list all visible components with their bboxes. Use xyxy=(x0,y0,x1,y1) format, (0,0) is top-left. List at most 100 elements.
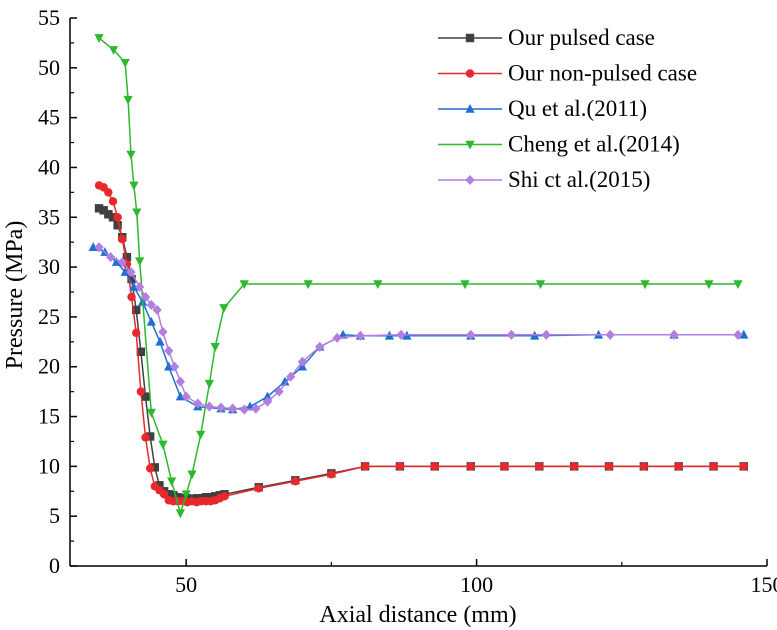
data-point xyxy=(111,257,122,266)
data-point xyxy=(274,386,284,397)
data-point xyxy=(145,432,155,441)
data-point xyxy=(113,213,122,222)
data-point xyxy=(193,398,203,409)
data-point xyxy=(535,462,544,471)
data-point xyxy=(108,213,118,222)
data-point xyxy=(118,234,127,244)
data-point xyxy=(187,470,197,480)
data-point xyxy=(262,396,273,407)
data-point xyxy=(155,481,164,490)
data-point xyxy=(122,252,132,262)
data-point xyxy=(466,462,475,471)
data-point xyxy=(605,329,615,340)
y-tick-label: 30 xyxy=(38,254,60,279)
legend-marker xyxy=(465,140,475,150)
series-1 xyxy=(94,204,748,504)
data-point xyxy=(141,392,150,401)
y-axis-label: Pressure (MPa) xyxy=(2,221,28,370)
data-point xyxy=(120,59,130,68)
data-point xyxy=(669,329,679,340)
series-4 xyxy=(94,34,743,519)
data-point xyxy=(108,197,118,206)
data-point xyxy=(94,242,104,253)
data-point xyxy=(674,462,683,471)
y-tick-label: 5 xyxy=(49,503,60,528)
legend-item-1: Our pulsed case xyxy=(438,25,655,50)
data-point xyxy=(204,401,215,412)
data-point xyxy=(175,509,185,519)
data-point xyxy=(291,477,300,486)
axes: 0 5 10 15 20 25 30 35 40 45 50 55 50 100 150 xyxy=(38,5,777,597)
legend-label: Shi ct al.(2015) xyxy=(508,167,650,192)
data-point xyxy=(216,402,226,413)
data-point xyxy=(396,329,406,340)
y-tick-label: 10 xyxy=(38,453,60,478)
series-line xyxy=(92,246,744,411)
data-point xyxy=(220,492,229,501)
data-point xyxy=(132,208,142,218)
data-point xyxy=(117,257,127,268)
data-point xyxy=(639,462,649,471)
data-point xyxy=(373,280,383,290)
data-point xyxy=(430,462,439,471)
data-point xyxy=(169,361,180,372)
data-point xyxy=(145,464,155,473)
y-tick-label: 50 xyxy=(38,55,60,80)
legend-item-2: Our non-pulsed case xyxy=(438,61,697,86)
data-point xyxy=(146,408,156,418)
data-point xyxy=(239,404,249,415)
legend-item-3: Qu et al.(2011) xyxy=(438,96,647,121)
data-point xyxy=(158,440,168,450)
data-point xyxy=(146,299,156,310)
y-tick-label: 15 xyxy=(38,404,60,429)
data-point xyxy=(150,463,160,472)
data-point xyxy=(169,491,178,500)
data-point xyxy=(104,188,113,197)
data-point xyxy=(733,329,743,340)
data-point xyxy=(129,281,139,291)
data-point xyxy=(108,46,119,55)
y-tick-label: 25 xyxy=(38,304,60,329)
legend-marker xyxy=(465,69,475,78)
data-point xyxy=(297,356,307,367)
y-tick-label: 35 xyxy=(38,204,60,229)
data-point xyxy=(315,341,325,352)
data-point xyxy=(251,403,261,414)
legend-label: Cheng et al.(2014) xyxy=(508,132,680,157)
data-point xyxy=(106,252,116,263)
data-point xyxy=(739,329,749,339)
data-point xyxy=(120,267,130,276)
data-point xyxy=(167,477,177,487)
legend-label: Our pulsed case xyxy=(508,25,655,50)
data-point xyxy=(126,150,136,160)
data-point xyxy=(123,95,133,105)
data-point xyxy=(135,257,145,267)
data-point xyxy=(94,204,104,213)
data-point xyxy=(395,462,405,471)
data-point xyxy=(355,330,366,341)
data-point xyxy=(159,490,169,499)
data-point xyxy=(113,221,122,230)
data-point xyxy=(332,332,342,343)
data-point xyxy=(129,181,139,191)
data-point xyxy=(204,379,215,389)
y-tick-label: 40 xyxy=(38,154,60,179)
data-point xyxy=(569,462,579,471)
data-point xyxy=(262,391,273,401)
data-point xyxy=(535,280,546,290)
legend-marker xyxy=(465,103,475,113)
data-point xyxy=(132,305,141,315)
data-point xyxy=(239,280,249,290)
y-tick-label: 20 xyxy=(38,354,60,379)
data-point xyxy=(104,210,113,219)
data-point xyxy=(506,329,517,340)
data-point xyxy=(604,462,614,471)
data-point xyxy=(327,470,336,479)
data-point xyxy=(155,336,165,346)
data-point xyxy=(132,328,141,338)
data-point xyxy=(303,280,313,290)
data-point xyxy=(152,304,162,315)
data-point xyxy=(709,462,718,471)
data-point xyxy=(127,292,136,302)
